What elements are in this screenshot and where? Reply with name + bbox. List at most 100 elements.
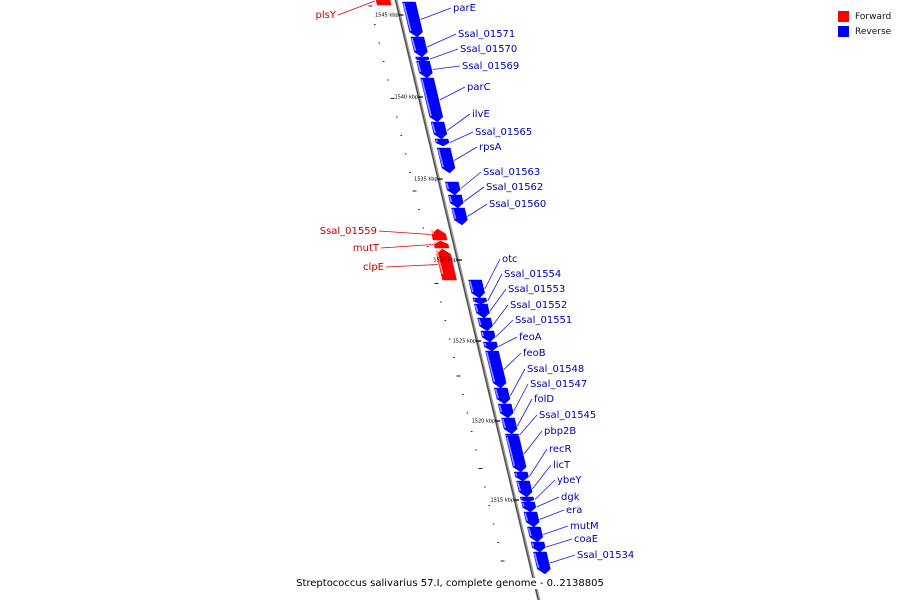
- callout-line: [489, 288, 507, 312]
- callout-line: [503, 352, 522, 370]
- callout-line: [492, 304, 509, 325]
- legend-label-forward: Forward: [855, 11, 892, 22]
- forward-swatch: [838, 11, 849, 22]
- genome-caption: Streptococcus salivarius 57.I, complete …: [0, 578, 900, 589]
- callout-line: [337, 0, 376, 16]
- kbp-label: 1525 kbp: [453, 339, 477, 345]
- reverse-gene-block: [504, 433, 519, 437]
- callout-line: [495, 319, 514, 337]
- kbp-label: 1530 kbp: [433, 258, 457, 264]
- callout-line: [385, 264, 438, 268]
- kbp-label: 1535 kbp: [414, 177, 438, 183]
- gene-highlight: [469, 280, 474, 293]
- kbp-label: 1540 kbp: [395, 95, 419, 101]
- reverse-gene-block: [472, 297, 487, 305]
- gene-label-ssal_01545: Ssal_01545: [539, 410, 596, 421]
- reverse-gene-block: [477, 317, 493, 332]
- reverse-gene-block: [519, 496, 535, 503]
- reverse-gene-block: [420, 77, 444, 123]
- callout-line: [487, 273, 503, 302]
- reverse-gene-block: [468, 279, 485, 299]
- gene-label-recr: recR: [549, 444, 572, 455]
- gene-highlight: [416, 61, 422, 73]
- callout-line: [536, 496, 560, 508]
- reverse-gene-block: [493, 387, 511, 405]
- gene-highlight: [437, 148, 444, 168]
- callout-line: [460, 171, 482, 189]
- callout-line: [532, 464, 552, 490]
- gene-label-ilve: ilvE: [472, 109, 490, 120]
- callout-line: [534, 479, 556, 500]
- legend: Forward Reverse: [838, 9, 891, 39]
- kbp-label: 1515 kbp: [490, 498, 514, 504]
- callout-line: [467, 203, 488, 217]
- gene-highlight: [483, 342, 487, 347]
- gene-highlight: [430, 229, 434, 235]
- gene-label-ssal_01565: Ssal_01565: [475, 127, 532, 138]
- genome-caption-text: Streptococcus salivarius 57.I, complete …: [294, 578, 606, 589]
- reverse-gene-block: [533, 551, 551, 575]
- gene-label-ssal_01534: Ssal_01534: [577, 550, 634, 561]
- forward-gene-block: [433, 240, 450, 249]
- callout-line: [453, 146, 478, 161]
- gene-label-ssal_01569: Ssal_01569: [462, 61, 519, 72]
- callout-line: [446, 113, 471, 131]
- reverse-gene-block: [501, 417, 518, 435]
- gene-features: [375, 0, 551, 575]
- gene-highlight: [520, 497, 523, 500]
- gene-highlight: [524, 512, 529, 522]
- reverse-gene-block: [516, 480, 533, 498]
- callout-line: [543, 525, 569, 535]
- gene-highlight: [420, 78, 432, 117]
- reverse-gene-block: [451, 207, 468, 226]
- gene-highlight: [473, 298, 476, 301]
- reverse-gene-block: [410, 36, 428, 58]
- legend-item-reverse: Reverse: [838, 24, 891, 39]
- gene-label-rpsa: rpsA: [479, 142, 502, 153]
- gene-label-ssal_01553: Ssal_01553: [508, 284, 565, 295]
- callout-line: [463, 186, 485, 202]
- gene-label-parc: parC: [467, 82, 491, 93]
- reverse-gene-block: [402, 1, 423, 38]
- gene-highlight: [451, 208, 457, 220]
- gene-highlight: [533, 552, 540, 569]
- reverse-gene-block: [480, 330, 496, 343]
- gene-highlight: [485, 351, 496, 383]
- gene-label-ssal_01570: Ssal_01570: [460, 44, 517, 55]
- callout-line: [517, 398, 533, 427]
- gene-highlight: [506, 436, 516, 467]
- gene-highlight: [531, 542, 535, 547]
- kbp-label: 1520 kbp: [472, 419, 496, 425]
- gene-highlight: [431, 122, 436, 134]
- reverse-gene-block: [521, 501, 537, 513]
- gene-highlight: [435, 139, 438, 143]
- gene-label-ssal_01559: Ssal_01559: [320, 226, 377, 237]
- gene-label-otc: otc: [502, 254, 518, 265]
- callout-line: [523, 430, 543, 455]
- callout-line: [549, 554, 576, 564]
- reverse-gene-block: [527, 526, 544, 543]
- reverse-gene-block: [448, 194, 464, 209]
- gene-highlight: [411, 37, 417, 52]
- gene-highlight: [435, 249, 444, 275]
- gene-label-ssal_01554: Ssal_01554: [504, 269, 561, 280]
- callout-line: [484, 258, 501, 290]
- gene-label-coae: coaE: [574, 534, 598, 545]
- gene-label-ssal_01560: Ssal_01560: [489, 199, 546, 210]
- callout-line: [513, 383, 529, 412]
- reverse-gene-block: [497, 403, 514, 419]
- gene-highlight: [474, 304, 479, 313]
- callout-line: [546, 538, 573, 548]
- callout-line: [429, 48, 459, 60]
- reverse-gene-block: [444, 181, 461, 196]
- gene-label-ssal_01547: Ssal_01547: [530, 379, 587, 390]
- reverse-gene-block: [434, 138, 450, 147]
- gene-highlight: [527, 527, 532, 537]
- reverse-gene-block: [474, 303, 490, 319]
- gene-label-ssal_01551: Ssal_01551: [515, 315, 572, 326]
- reverse-gene-block: [483, 341, 498, 352]
- callout-line: [432, 65, 461, 70]
- gene-highlight: [478, 318, 482, 326]
- reverse-gene-block: [513, 471, 529, 482]
